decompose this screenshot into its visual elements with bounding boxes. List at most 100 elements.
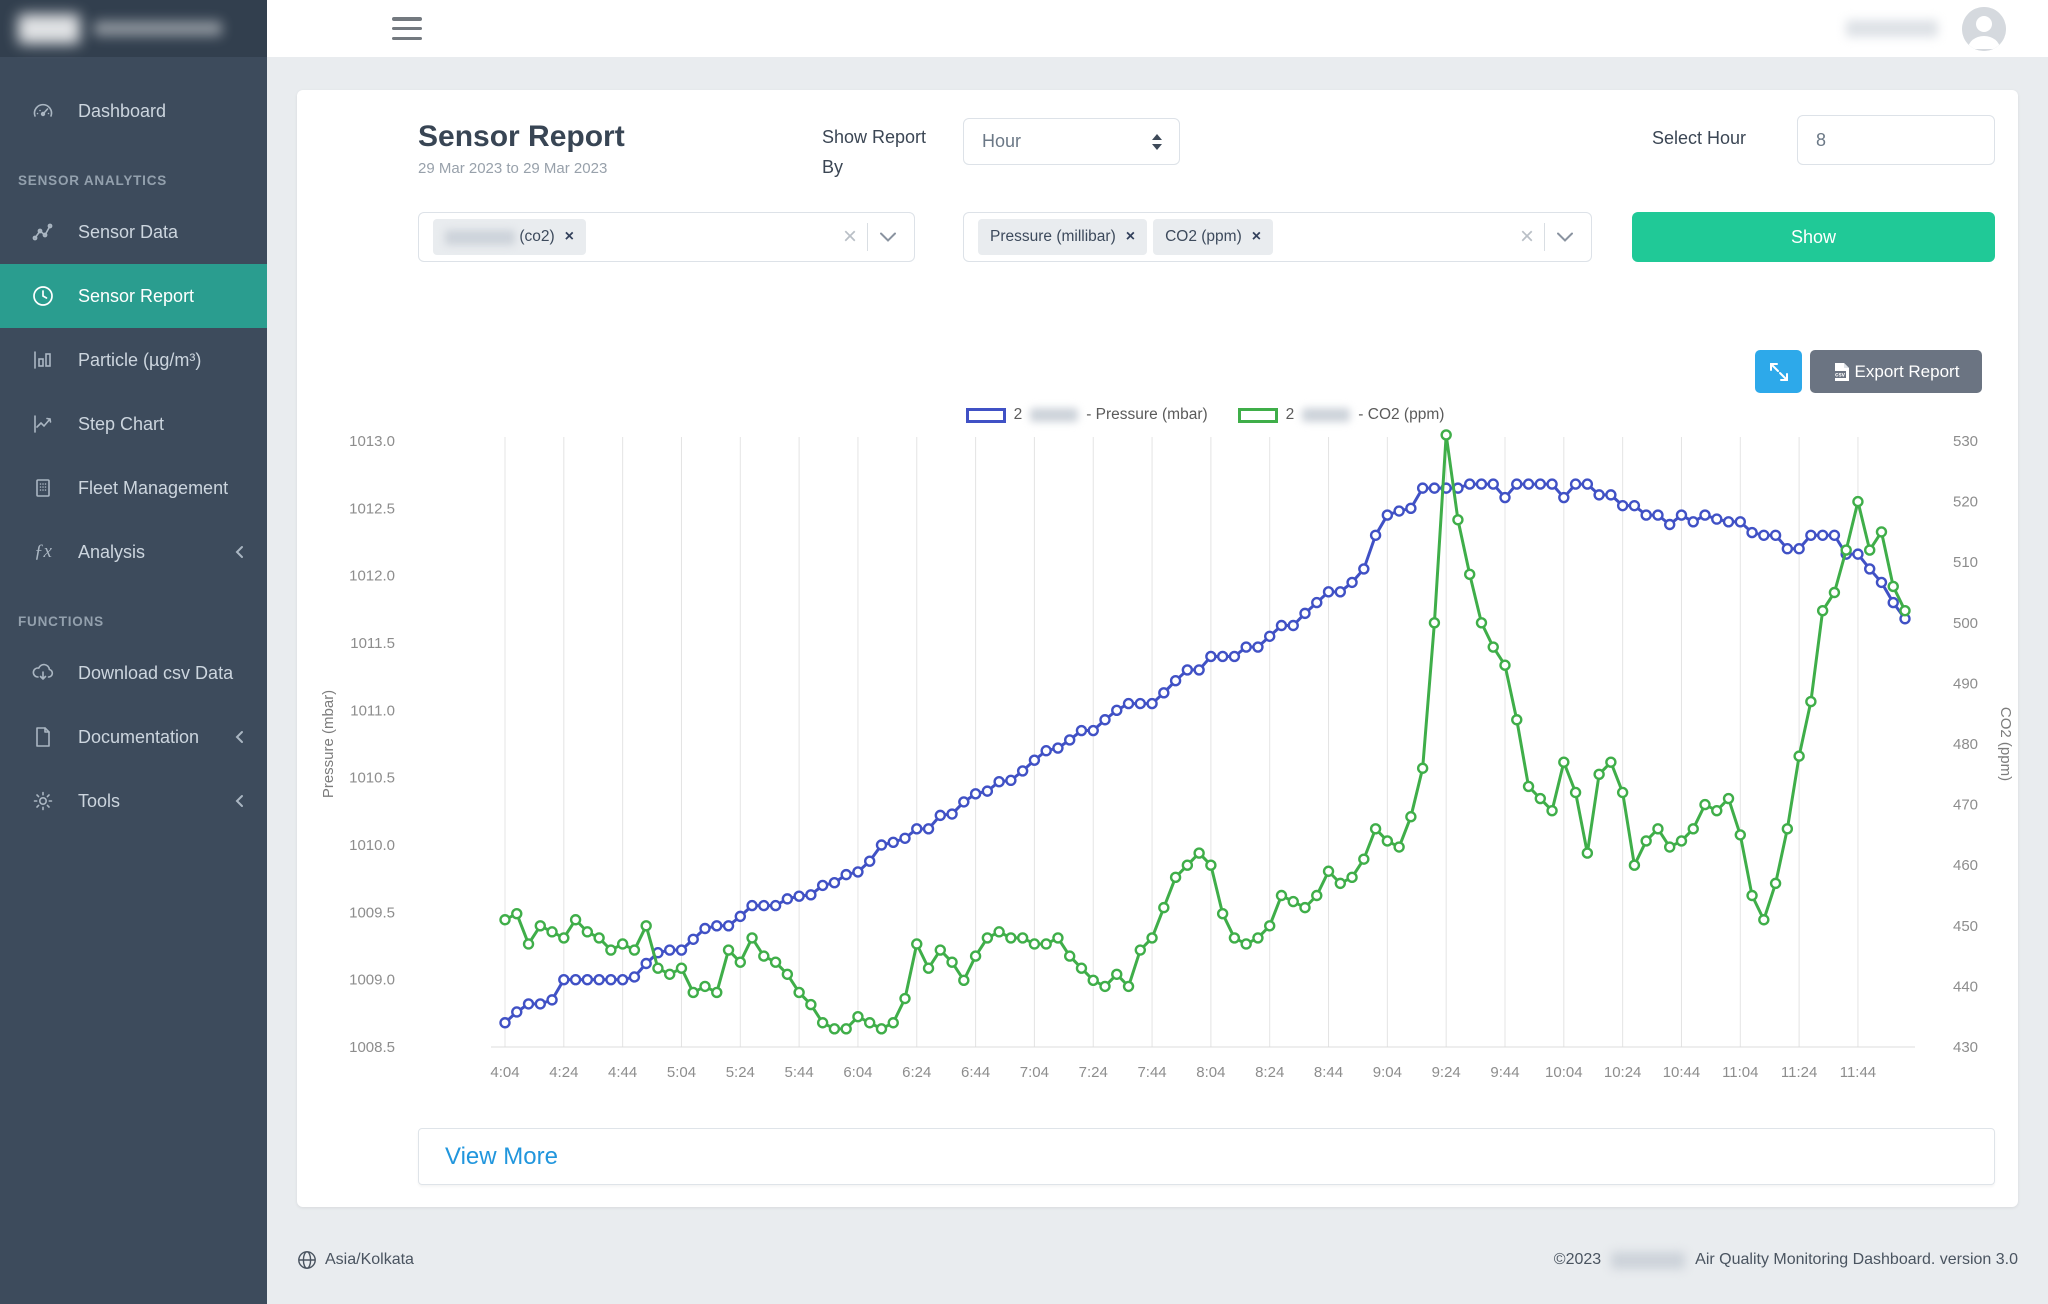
gauge-icon	[30, 98, 56, 124]
svg-text:4:04: 4:04	[490, 1064, 519, 1081]
svg-text:1012.0: 1012.0	[349, 568, 395, 585]
document-icon	[30, 724, 56, 750]
sidebar-item-label: Step Chart	[78, 413, 165, 434]
sidebar-item-tools[interactable]: Tools	[0, 769, 267, 833]
svg-text:490: 490	[1953, 675, 1978, 692]
legend-item-co2[interactable]: 2 - CO2 (ppm)	[1237, 406, 1444, 424]
svg-text:7:04: 7:04	[1020, 1064, 1049, 1081]
svg-text:6:44: 6:44	[961, 1064, 990, 1081]
export-report-label: Export Report	[1854, 361, 1960, 381]
svg-text:1009.5: 1009.5	[349, 904, 395, 921]
chart-legend: 2 - Pressure (mbar) 2 - CO2 (ppm)	[505, 406, 1905, 424]
sidebar-item-label: Documentation	[78, 726, 200, 747]
device-id-blurred	[1302, 408, 1351, 422]
report-by-value: Hour	[982, 131, 1022, 151]
sidebar-logo-area[interactable]	[0, 0, 267, 57]
svg-text:5:24: 5:24	[726, 1064, 755, 1081]
chevron-left-icon	[233, 545, 247, 559]
sidebar-item-step-chart[interactable]: Step Chart	[0, 392, 267, 456]
svg-text:1012.5: 1012.5	[349, 500, 395, 517]
svg-text:5:44: 5:44	[785, 1064, 814, 1081]
sidebar-item-label: Analysis	[78, 541, 146, 562]
svg-text:530: 530	[1953, 433, 1978, 450]
svg-text:10:44: 10:44	[1663, 1064, 1701, 1081]
footer: Asia/Kolkata ©2023 Air Quality Monitorin…	[297, 1250, 2018, 1270]
chevron-down-icon[interactable]	[1545, 232, 1579, 242]
sidebar-item-label: Fleet Management	[78, 477, 229, 498]
svg-text:1010.0: 1010.0	[349, 837, 395, 854]
device-id-blurred	[1030, 408, 1079, 422]
svg-text:1011.0: 1011.0	[350, 702, 395, 719]
sidebar-item-download-csv[interactable]: Download csv Data	[0, 641, 267, 705]
sidebar-item-documentation[interactable]: Documentation	[0, 705, 267, 769]
sidebar-item-sensor-data[interactable]: Sensor Data	[0, 200, 267, 264]
svg-text:430: 430	[1953, 1039, 1978, 1056]
svg-text:510: 510	[1953, 554, 1978, 571]
svg-text:1013.0: 1013.0	[349, 433, 395, 450]
svg-text:4:44: 4:44	[608, 1064, 637, 1081]
sidebar-item-dashboard[interactable]: Dashboard	[0, 79, 267, 143]
svg-text:460: 460	[1953, 857, 1978, 874]
parameter-filter-select[interactable]: Pressure (millibar) × CO2 (ppm) × ×	[963, 212, 1592, 262]
sidebar-item-sensor-report[interactable]: Sensor Report	[0, 264, 267, 328]
page-title: Sensor Report	[418, 120, 625, 153]
svg-text:10:04: 10:04	[1545, 1064, 1583, 1081]
svg-text:10:24: 10:24	[1604, 1064, 1642, 1081]
expand-arrows-icon	[1769, 362, 1788, 381]
sidebar-item-label: Download csv Data	[78, 662, 234, 683]
line-chart-icon	[30, 411, 56, 437]
show-button[interactable]: Show	[1632, 212, 1995, 262]
svg-text:CO2 (ppm): CO2 (ppm)	[1997, 707, 2014, 781]
svg-text:8:24: 8:24	[1255, 1064, 1284, 1081]
sidebar-item-particle[interactable]: Particle (µg/m³)	[0, 328, 267, 392]
svg-text:Pressure (mbar): Pressure (mbar)	[320, 690, 337, 798]
sidebar-item-fleet-management[interactable]: Fleet Management	[0, 456, 267, 520]
clock-icon	[30, 283, 56, 309]
sidebar-nav: Dashboard SENSOR ANALYTICS Sensor Data S…	[0, 57, 267, 833]
svg-text:1008.5: 1008.5	[349, 1039, 395, 1056]
main-content: Sensor Report 29 Mar 2023 to 29 Mar 2023…	[267, 57, 2048, 1304]
clear-select-icon[interactable]: ×	[1519, 223, 1534, 250]
svg-text:1011.5: 1011.5	[350, 635, 395, 652]
svg-text:500: 500	[1953, 615, 1978, 632]
sidebar-item-label: Particle (µg/m³)	[78, 349, 202, 370]
up-down-arrows-icon	[1152, 133, 1162, 150]
chevron-down-icon[interactable]	[868, 232, 902, 242]
cloud-download-icon	[30, 660, 56, 686]
parameter-tag-pressure: Pressure (millibar) ×	[978, 219, 1148, 255]
view-more-link[interactable]: View More	[445, 1142, 558, 1170]
parameter-tag-co2: CO2 (ppm) ×	[1153, 219, 1274, 255]
svg-text:11:24: 11:24	[1781, 1064, 1817, 1081]
sidebar: Dashboard SENSOR ANALYTICS Sensor Data S…	[0, 0, 267, 1304]
sidebar-item-analysis[interactable]: ƒx Analysis	[0, 520, 267, 584]
remove-tag-icon[interactable]: ×	[564, 228, 574, 245]
report-by-select[interactable]: Hour	[963, 118, 1180, 165]
svg-text:1009.0: 1009.0	[349, 972, 395, 989]
svg-text:11:04: 11:04	[1722, 1064, 1758, 1081]
csv-file-icon: csv	[1833, 362, 1849, 381]
expand-chart-button[interactable]	[1755, 350, 1802, 393]
export-report-button[interactable]: csv Export Report	[1810, 350, 1982, 393]
hamburger-menu-icon[interactable]	[392, 17, 422, 40]
bar-chart-icon	[30, 347, 56, 373]
avatar[interactable]	[1962, 7, 2006, 51]
hour-input[interactable]	[1797, 115, 1995, 165]
sidebar-item-label: Sensor Data	[78, 221, 179, 242]
topbar	[267, 0, 2048, 57]
legend-item-pressure[interactable]: 2 - Pressure (mbar)	[965, 406, 1208, 424]
copyright: ©2023	[1553, 1251, 1602, 1268]
svg-text:520: 520	[1953, 494, 1978, 511]
sidebar-item-label: Tools	[78, 790, 121, 811]
date-range: 29 Mar 2023 to 29 Mar 2023	[418, 160, 608, 177]
svg-text:7:24: 7:24	[1079, 1064, 1108, 1081]
building-icon	[30, 475, 56, 501]
sensor-chart[interactable]: 4:04 4:24 4:44 5:04 5:24 5:44 6:04 6:24 6:44 7:04…	[297, 420, 2018, 1120]
svg-text:8:44: 8:44	[1314, 1064, 1343, 1081]
sidebar-section-functions: FUNCTIONS	[18, 614, 104, 629]
clear-select-icon[interactable]: ×	[842, 223, 857, 250]
remove-tag-icon[interactable]: ×	[1125, 228, 1136, 245]
device-filter-select[interactable]: (co2) × ×	[418, 212, 915, 262]
remove-tag-icon[interactable]: ×	[1251, 228, 1262, 245]
device-tag: (co2) ×	[433, 219, 586, 255]
co2-swatch	[1237, 407, 1278, 423]
